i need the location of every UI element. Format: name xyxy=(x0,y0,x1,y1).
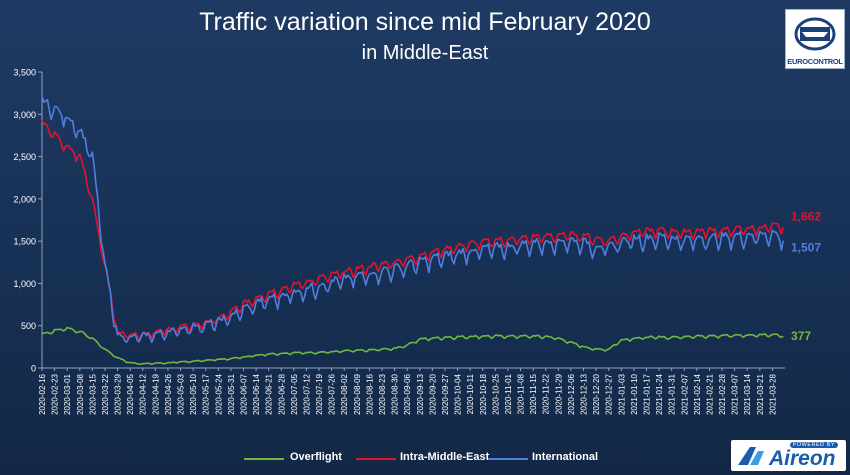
x-tick-label: 2021-01-24 xyxy=(655,373,664,414)
eurocontrol-text: EUROCONTROL xyxy=(787,57,843,66)
x-tick-label: 2021-03-28 xyxy=(768,373,777,414)
end-label-international: 1,507 xyxy=(791,241,821,255)
x-tick-label: 2020-12-27 xyxy=(605,373,614,414)
legend-swatch-international xyxy=(488,458,528,460)
x-tick-label: 2020-10-11 xyxy=(466,373,475,414)
x-tick-label: 2020-05-24 xyxy=(214,373,223,414)
y-tick-label: 3,000 xyxy=(13,110,36,120)
x-tick-label: 2020-11-15 xyxy=(529,373,538,414)
x-tick-label: 2020-03-01 xyxy=(63,373,72,414)
aireon-logo: POWERED BY Aireon xyxy=(731,440,846,471)
legend-intra-middle-east: Intra-Middle-East xyxy=(400,451,490,463)
x-tick-label: 2020-12-20 xyxy=(592,373,601,414)
x-tick-label: 2020-03-15 xyxy=(88,373,97,414)
x-tick-label: 2021-02-21 xyxy=(705,373,714,414)
y-tick-label: 1,000 xyxy=(13,279,36,289)
x-tick-label: 2021-01-31 xyxy=(668,373,677,414)
x-tick-label: 2020-10-18 xyxy=(479,373,488,414)
x-tick-label: 2020-03-29 xyxy=(114,373,123,414)
x-tick-label: 2020-04-12 xyxy=(139,373,148,414)
chart-title: Traffic variation since mid February 202… xyxy=(199,8,651,36)
x-tick-label: 2021-02-07 xyxy=(680,373,689,414)
x-tick-label: 2021-02-14 xyxy=(693,373,702,414)
x-tick-label: 2020-03-22 xyxy=(101,373,110,414)
x-tick-label: 2020-11-22 xyxy=(542,373,551,414)
chart-subtitle: in Middle-East xyxy=(361,42,489,64)
end-label-overflight: 377 xyxy=(791,329,811,343)
x-tick-label: 2020-02-23 xyxy=(51,373,60,414)
x-tick-label: 2021-01-17 xyxy=(642,373,651,414)
x-tick-label: 2021-01-03 xyxy=(617,373,626,414)
x-tick-label: 2020-03-08 xyxy=(76,373,85,414)
x-tick-label: 2020-12-13 xyxy=(580,373,589,414)
y-tick-label: 2,000 xyxy=(13,194,36,204)
x-tick-label: 2020-08-30 xyxy=(391,373,400,414)
x-tick-label: 2020-06-28 xyxy=(277,373,286,414)
aireon-tag: POWERED BY xyxy=(789,442,838,448)
eurocontrol-emblem-icon xyxy=(794,17,836,51)
x-tick-label: 2020-05-31 xyxy=(227,373,236,414)
eurocontrol-logo: EUROCONTROL xyxy=(785,9,845,69)
aireon-text: Aireon xyxy=(769,447,836,470)
x-tick-label: 2020-07-05 xyxy=(290,373,299,414)
x-tick-label: 2020-08-16 xyxy=(365,373,374,414)
aireon-emblem-icon xyxy=(738,447,764,465)
x-tick-label: 2020-09-20 xyxy=(428,373,437,414)
x-tick-label: 2020-11-29 xyxy=(554,373,563,414)
x-tick-label: 2020-04-05 xyxy=(126,373,135,414)
legend-international: International xyxy=(532,451,599,463)
legend-overflight: Overflight xyxy=(290,451,342,463)
x-tick-label: 2020-07-12 xyxy=(302,373,311,414)
x-tick-label: 2020-05-10 xyxy=(189,373,198,414)
x-tick-label: 2020-07-19 xyxy=(315,373,324,414)
x-tick-label: 2020-08-02 xyxy=(340,373,349,414)
x-tick-label: 2020-08-09 xyxy=(353,373,362,414)
x-tick-label: 2020-04-19 xyxy=(151,373,160,414)
x-tick-label: 2020-09-06 xyxy=(403,373,412,414)
end-label-intra-middle-east: 1,662 xyxy=(791,209,821,223)
legend-swatch-overflight xyxy=(244,458,284,460)
x-tick-label: 2021-01-10 xyxy=(630,373,639,414)
y-tick-label: 0 xyxy=(31,364,36,374)
x-tick-label: 2020-11-08 xyxy=(517,373,526,414)
x-tick-label: 2020-02-16 xyxy=(38,373,47,414)
x-tick-label: 2020-12-06 xyxy=(567,373,576,414)
x-tick-label: 2020-10-25 xyxy=(491,373,500,414)
series-line-overflight xyxy=(41,326,784,366)
x-tick-label: 2020-09-27 xyxy=(441,373,450,414)
series-line-intra-middle-east xyxy=(41,120,784,341)
x-tick-label: 2021-03-21 xyxy=(756,373,765,414)
x-tick-label: 2021-02-28 xyxy=(718,373,727,414)
y-tick-label: 500 xyxy=(21,321,36,331)
x-tick-label: 2020-04-26 xyxy=(164,373,173,414)
x-tick-label: 2020-05-17 xyxy=(202,373,211,414)
x-tick-label: 2020-11-01 xyxy=(504,373,513,414)
x-tick-label: 2020-07-26 xyxy=(328,373,337,414)
x-tick-label: 2020-09-13 xyxy=(416,373,425,414)
y-tick-label: 3,500 xyxy=(13,68,36,78)
x-tick-label: 2020-06-07 xyxy=(239,373,248,414)
x-tick-label: 2020-06-14 xyxy=(252,373,261,414)
x-tick-label: 2020-08-23 xyxy=(378,373,387,414)
x-tick-label: 2020-10-04 xyxy=(454,373,463,414)
x-tick-label: 2021-03-07 xyxy=(731,373,740,414)
legend-swatch-intra xyxy=(356,458,396,460)
x-tick-label: 2020-05-03 xyxy=(177,373,186,414)
series-line-international xyxy=(41,95,784,344)
x-tick-label: 2021-03-14 xyxy=(743,373,752,414)
x-tick-label: 2020-06-21 xyxy=(265,373,274,414)
y-tick-label: 1,500 xyxy=(13,237,36,247)
y-tick-label: 2,500 xyxy=(13,152,36,162)
